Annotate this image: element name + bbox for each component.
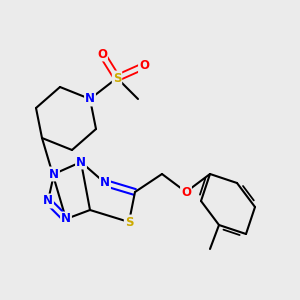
Text: N: N (49, 167, 59, 181)
Text: S: S (125, 215, 133, 229)
Text: N: N (100, 176, 110, 190)
Text: N: N (85, 92, 95, 106)
Text: N: N (43, 194, 53, 208)
Text: S: S (113, 71, 121, 85)
Text: O: O (139, 59, 149, 73)
Text: N: N (61, 212, 71, 226)
Text: O: O (181, 185, 191, 199)
Text: N: N (76, 155, 86, 169)
Text: O: O (97, 47, 107, 61)
